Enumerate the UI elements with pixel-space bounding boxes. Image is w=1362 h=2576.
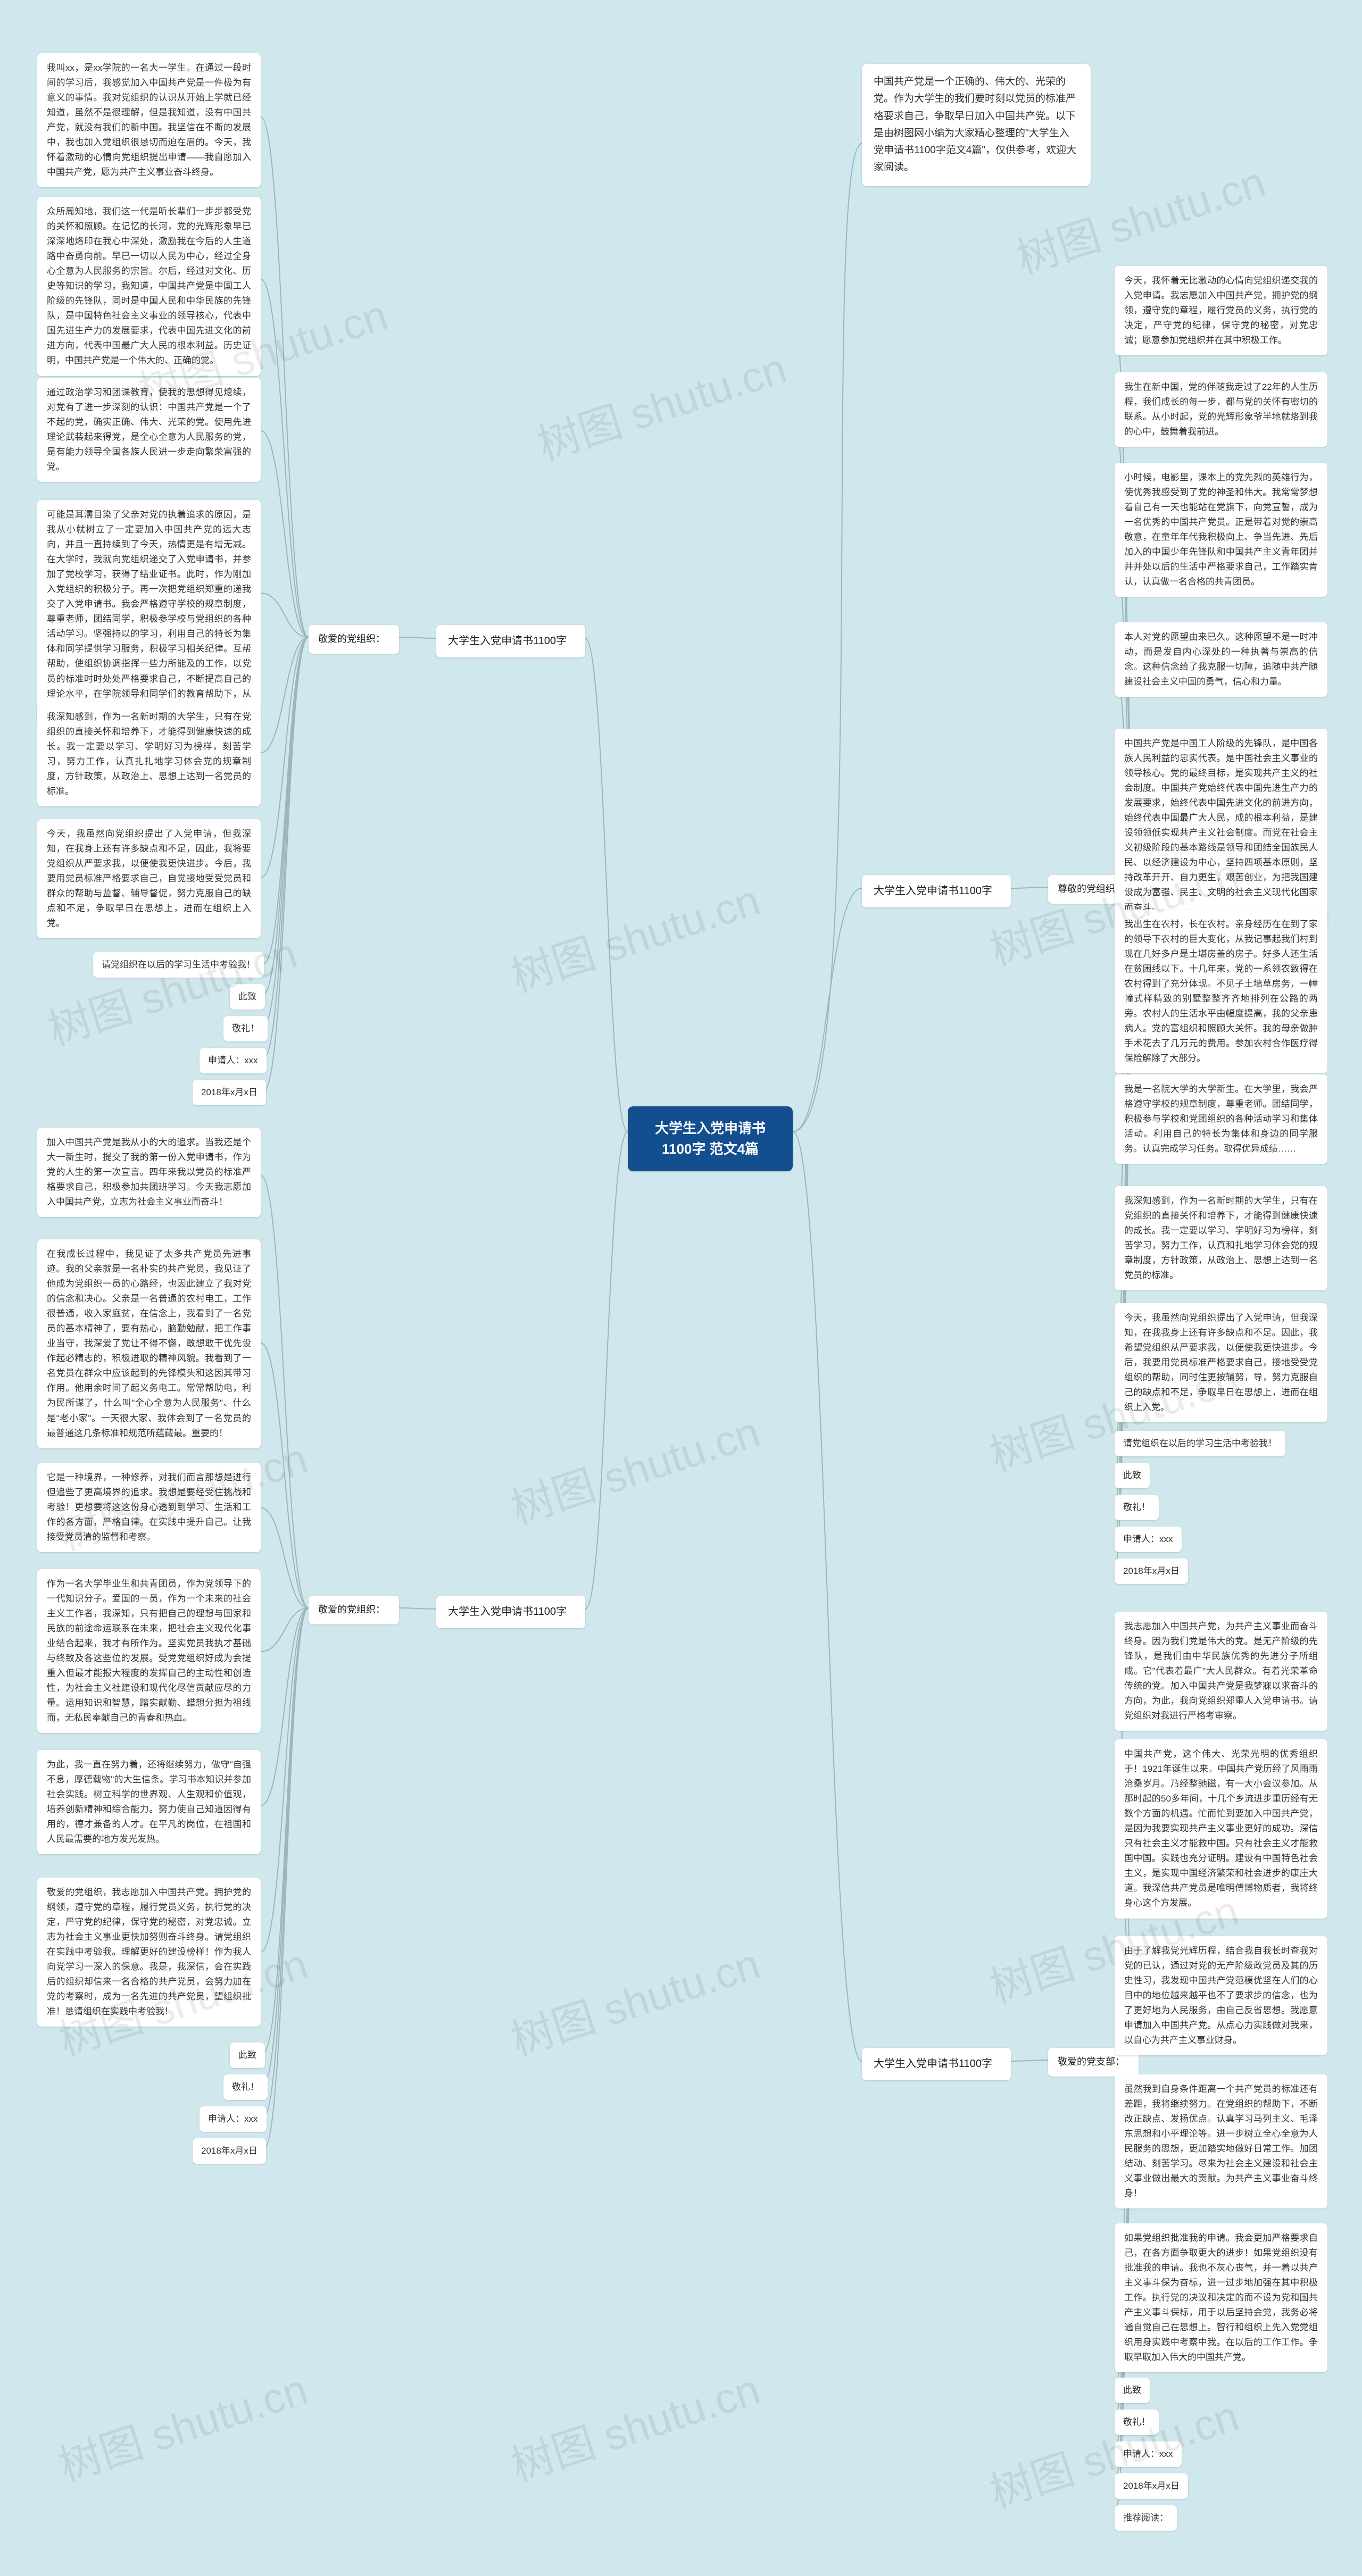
leaf-b3-0: 今天，我怀着无比激动的心情向党组织递交我的入党申请。我志愿加入中国共产党，拥护党…	[1115, 266, 1327, 355]
closing-b4-4: 推荐阅读：	[1115, 2505, 1177, 2531]
closing-b3-3: 申请人：xxx	[1115, 1527, 1182, 1552]
closing-b1-3: 申请人：xxx	[200, 1048, 267, 1073]
watermark: 树图 shutu.cn	[502, 866, 767, 1004]
closing-b2-1: 敬礼！	[223, 2074, 268, 2100]
closing-b1-0: 请党组织在以后的学习生活中考验我！	[93, 952, 264, 978]
leaf-b2-0: 加入中国共产党是我从小的大的追求。当我还是个大一新生时，提交了我的第一份入党申请…	[37, 1128, 261, 1217]
closing-b4-1: 敬礼！	[1115, 2410, 1159, 2435]
watermark: 树图 shutu.cn	[50, 2355, 314, 2494]
leaf-b4-0: 我志愿加入中国共产党，为共产主义事业而奋斗终身。因为我们党是伟大的党。是无产阶级…	[1115, 1612, 1327, 1731]
leaf-b1-3: 可能是耳濡目染了父亲对党的执着追求的原因，是我从小就树立了一定要加入中国共产党的…	[37, 500, 261, 724]
closing-b2-3: 2018年x月x日	[193, 2138, 266, 2164]
closing-b4-3: 2018年x月x日	[1115, 2473, 1188, 2499]
closing-b1-2: 敬礼！	[223, 1016, 268, 1041]
leaf-b1-5: 今天，我虽然向党组织提出了入党申请，但我深知，在我身上还有许多缺点和不足，因此，…	[37, 819, 261, 938]
leaf-b3-8: 今天，我虽然向党组织提出了入党申请，但我深知，在我我身上还有许多缺点和不足。因此…	[1115, 1303, 1327, 1422]
watermark: 树图 shutu.cn	[502, 2355, 767, 2494]
intro-node: 中国共产党是一个正确的、伟大的、光荣的党。作为大学生的我们要时刻以党员的标准严格…	[862, 64, 1091, 186]
mindmap-page: 大学生入党申请书1100字 范文4篇 中国共产党是一个正确的、伟大的、光荣的党。作…	[0, 0, 1362, 2576]
closing-b4-2: 申请人：xxx	[1115, 2441, 1182, 2467]
leaf-b3-5: 我出生在农村，长在农村。亲身经历在在到了家的领导下农村的巨大变化，从我记事起我们…	[1115, 910, 1327, 1073]
leaf-b2-3: 作为一名大学毕业生和共青团员，作为党领导下的一代知识分子。爱国的一员，作为一个未…	[37, 1569, 261, 1733]
leaf-b4-4: 如果党组织批准我的申请。我会更加严格要求自己，在各方面争取更大的进步！如果党组织…	[1115, 2223, 1327, 2372]
closing-b2-0: 此致	[230, 2043, 265, 2068]
leaf-b4-1: 中国共产党，这个伟大、光荣光明的优秀组织于！1921年诞生以来。中国共产党历经了…	[1115, 1739, 1327, 1919]
watermark: 树图 shutu.cn	[981, 2382, 1245, 2520]
root-node: 大学生入党申请书1100字 范文4篇	[628, 1106, 793, 1171]
leaf-b1-4: 我深知感到，作为一名新时期的大学生，只有在党组织的直接关怀和培养下，才能得到健康…	[37, 702, 261, 806]
leaf-b3-6: 我是一名院大学的大学新生。在大学里，我会严格遵守学校的规章制度，尊重老师。团结同…	[1115, 1074, 1327, 1164]
watermark: 树图 shutu.cn	[502, 1930, 767, 2068]
branch-b4: 大学生入党申请书1100字	[862, 2048, 1011, 2080]
closing-b4-0: 此致	[1115, 2378, 1150, 2403]
leaf-b3-1: 我生在新中国，党的伴随我走过了22年的人生历程，我们成长的每一步，都与党的关怀有…	[1115, 372, 1327, 447]
leaf-b3-3: 本人对党的愿望由来已久。这种愿望不是一时冲动，而是发自内心深处的一种执著与崇高的…	[1115, 622, 1327, 697]
sub-b1: 敬爱的党组织：	[309, 625, 399, 654]
closing-b3-2: 敬礼！	[1115, 1495, 1159, 1520]
leaf-b2-2: 它是一种境界，一种修养，对我们而言那想是进行但追些了更高境界的追求。我想是要经受…	[37, 1463, 261, 1552]
closing-b3-4: 2018年x月x日	[1115, 1558, 1188, 1584]
leaf-b3-4: 中国共产党是中国工人阶级的先锋队，是中国各族人民利益的忠实代表。是中国社会主义事…	[1115, 729, 1327, 923]
leaf-b2-4: 为此，我一直在努力着，还将继续努力，做守"自强不息，厚德载物"的大生信条。学习书…	[37, 1750, 261, 1854]
closing-b1-1: 此致	[230, 984, 265, 1010]
leaf-b2-1: 在我成长过程中，我见证了太多共产党员先进事迹。我的父亲就是一名朴实的共产党员，我…	[37, 1239, 261, 1448]
branch-b3: 大学生入党申请书1100字	[862, 875, 1011, 907]
watermark: 树图 shutu.cn	[529, 334, 793, 472]
leaf-b3-7: 我深知感到，作为一名新时期的大学生，只有在党组织的直接关怀和培养下，才能得到健康…	[1115, 1186, 1327, 1290]
closing-b3-1: 此致	[1115, 1463, 1150, 1488]
sub-b2: 敬爱的党组织：	[309, 1596, 399, 1624]
leaf-b2-5: 敬爱的党组织，我志愿加入中国共产党。拥护党的纲领，遵守党的章程，履行党员义务，执…	[37, 1878, 261, 2027]
closing-b3-0: 请党组织在以后的学习生活中考验我！	[1115, 1431, 1285, 1456]
leaf-b1-1: 众所周知地，我们这一代是听长辈们一步步都受党的关怀和照顾。在记忆的长河，党的光辉…	[37, 197, 261, 376]
closing-b2-2: 申请人：xxx	[200, 2106, 267, 2132]
leaf-b1-0: 我叫xx，是xx学院的一名大一学生。在通过一段时间的学习后，我感觉加入中国共产党…	[37, 53, 261, 187]
leaf-b1-2: 通过政治学习和团课教育，使我的思想得见熄续，对党有了进一步深刻的认识：中国共产党…	[37, 378, 261, 482]
watermark: 树图 shutu.cn	[502, 1398, 767, 1536]
branch-b2: 大学生入党申请书1100字	[436, 1596, 585, 1628]
leaf-b3-2: 小时候，电影里，课本上的党先烈的英雄行为，使优秀我感受到了党的神圣和伟大。我常常…	[1115, 463, 1327, 597]
closing-b1-4: 2018年x月x日	[193, 1080, 266, 1105]
leaf-b4-2: 由于了解我党光辉历程，结合我自我长时查我对党的已认，通过对党的无产阶级政党员及其…	[1115, 1936, 1327, 2055]
branch-b1: 大学生入党申请书1100字	[436, 625, 585, 657]
leaf-b4-3: 虽然我到自身条件距离一个共产党员的标准还有差距，我将继续努力。在党组织的帮助下，…	[1115, 2074, 1327, 2208]
